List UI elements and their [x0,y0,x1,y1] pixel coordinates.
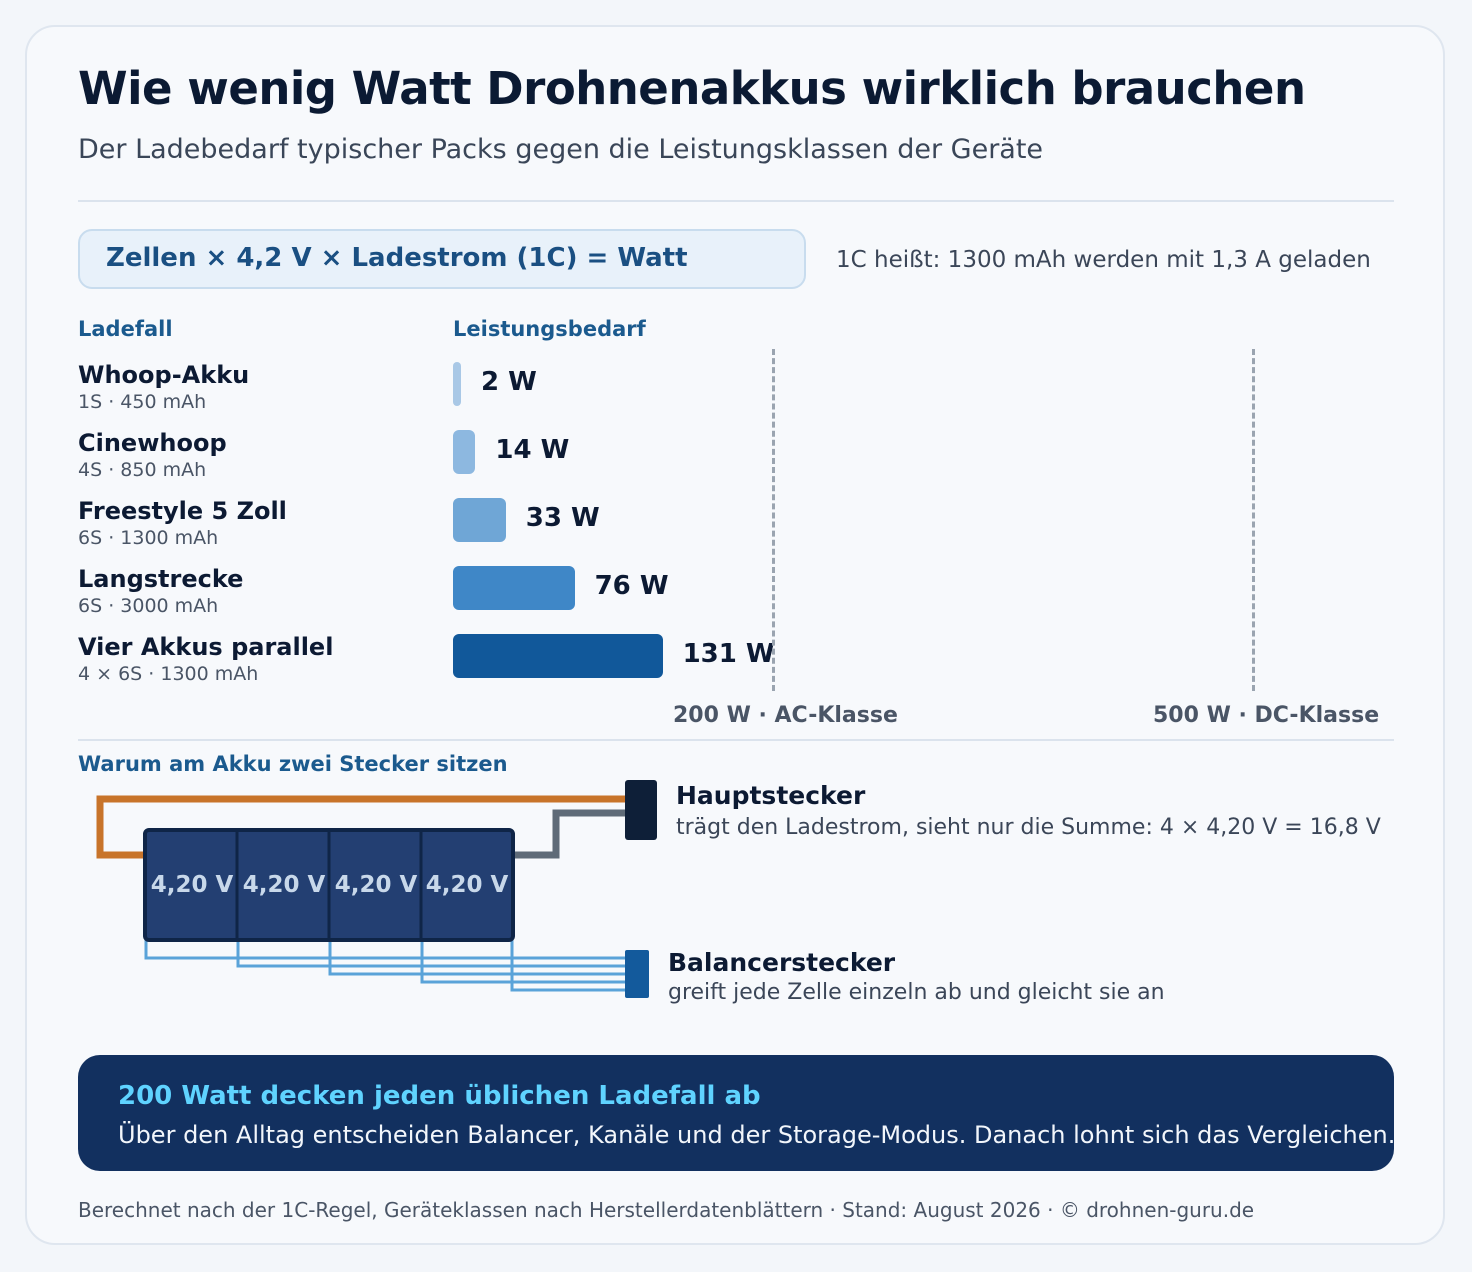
bar-value-label: 33 W [525,503,600,533]
category-detail: 6S · 1300 mAh [78,527,219,549]
callout-title: 200 Watt decken jeden üblichen Ladefall … [118,1081,761,1111]
formula-box [78,229,806,289]
cell-voltage-2: 4,20 V [242,872,326,898]
column-header-ladefall: Ladefall [78,317,173,341]
reference-line [772,349,775,691]
infographic-card [25,25,1445,1245]
bar [453,362,461,406]
bar-value-label: 131 W [682,639,775,669]
cell-voltage-1: 4,20 V [150,872,234,898]
balance-plug-title: Balancerstecker [668,948,896,977]
bar-value-label: 76 W [594,571,669,601]
source-footer: Berechnet nach der 1C-Regel, Geräteklass… [78,1198,1255,1222]
formula-text: Zellen × 4,2 V × Ladestrom (1C) = Watt [106,243,688,273]
category-name: Freestyle 5 Zoll [78,497,287,525]
reference-line-label: 200 W · AC-Klasse [673,703,898,728]
connector-heading: Warum am Akku zwei Stecker sitzen [78,752,508,776]
category-detail: 4S · 850 mAh [78,459,207,481]
category-detail: 6S · 3000 mAh [78,595,219,617]
bar [453,634,663,678]
cell-voltage-3: 4,20 V [334,872,418,898]
bar-value-label: 2 W [481,367,537,397]
reference-line [1252,349,1255,691]
category-detail: 4 × 6S · 1300 mAh [78,663,259,685]
main-plug-desc: trägt den Ladestrom, sieht nur die Summe… [676,815,1381,840]
bar [453,566,575,610]
balance-plug-desc: greift jede Zelle einzeln ab und gleicht… [668,980,1165,1005]
bar [453,498,506,542]
category-name: Cinewhoop [78,429,227,457]
category-name: Vier Akkus parallel [78,633,334,661]
divider [78,739,1394,741]
reference-line-label: 500 W · DC-Klasse [1153,703,1380,728]
page-subtitle: Der Ladebedarf typischer Packs gegen die… [78,134,1044,165]
cell-voltage-4: 4,20 V [425,872,509,898]
bar-value-label: 14 W [495,435,570,465]
conclusion-callout [78,1055,1394,1171]
bar [453,430,476,474]
main-plug-title: Hauptstecker [676,781,866,810]
divider [78,200,1394,202]
category-name: Langstrecke [78,565,244,593]
formula-note: 1C heißt: 1300 mAh werden mit 1,3 A gela… [836,247,1371,273]
category-detail: 1S · 450 mAh [78,391,207,413]
category-name: Whoop-Akku [78,361,250,389]
column-header-leistungsbedarf: Leistungsbedarf [453,317,646,341]
page-title: Wie wenig Watt Drohnenakkus wirklich bra… [78,62,1306,115]
callout-text: Über den Alltag entscheiden Balancer, Ka… [118,1121,1396,1149]
